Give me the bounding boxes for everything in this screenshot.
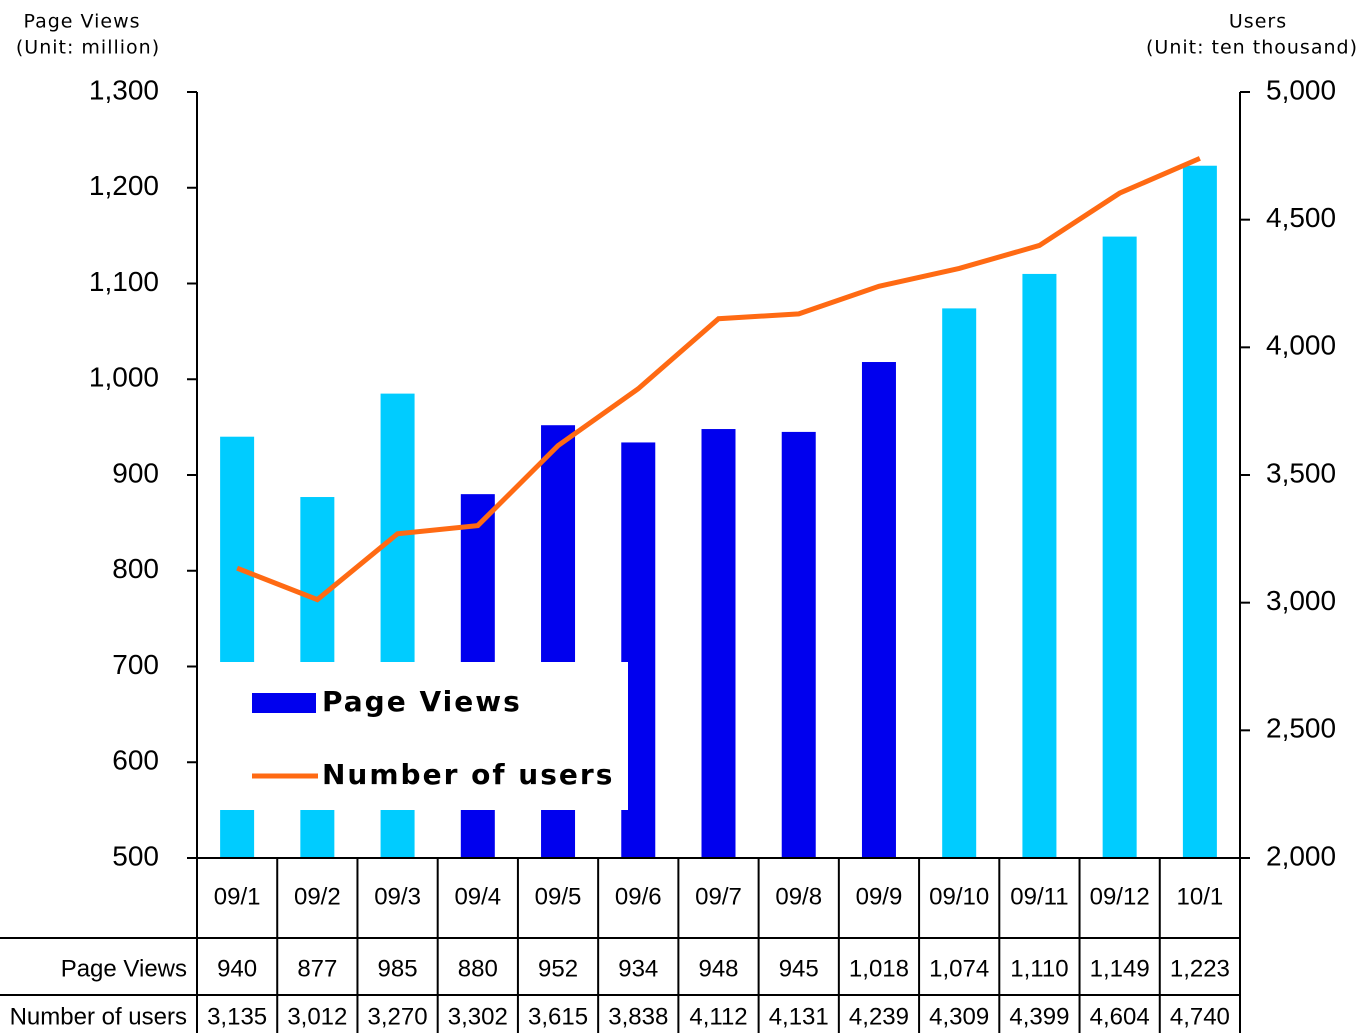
x-tick-label: 09/11 (1010, 883, 1068, 910)
data-label: 877 (297, 955, 337, 982)
data-label: 940 (217, 955, 257, 982)
bar (701, 429, 736, 858)
x-tick-label: 09/10 (929, 883, 989, 910)
table-row-label: Number of users (10, 1003, 187, 1030)
x-tick-label: 09/3 (374, 883, 421, 910)
y-tick-label: 1,000 (89, 362, 159, 393)
y-tick-label: 1,300 (89, 74, 159, 105)
x-tick-label: 09/6 (615, 883, 662, 910)
x-tick-label: 09/9 (856, 883, 903, 910)
data-label: 4,399 (1009, 1003, 1069, 1030)
x-tick-label: 09/5 (535, 883, 582, 910)
data-label: 1,074 (929, 955, 989, 982)
data-label: 985 (378, 955, 418, 982)
data-label: 4,131 (769, 1003, 829, 1030)
data-label: 1,223 (1170, 955, 1230, 982)
data-label: 880 (458, 955, 498, 982)
y2-tick-label: 2,500 (1266, 713, 1336, 744)
y2-tick-label: 4,500 (1266, 202, 1336, 233)
x-tick-label: 09/12 (1090, 883, 1150, 910)
data-label: 4,604 (1090, 1003, 1150, 1030)
data-label: 4,239 (849, 1003, 909, 1030)
y2-tick-label: 3,500 (1266, 457, 1336, 488)
data-label: 3,838 (608, 1003, 668, 1030)
data-label: 952 (538, 955, 578, 982)
y2-tick-label: 2,000 (1266, 840, 1336, 871)
legend-label: Number of users (322, 758, 614, 791)
y2-axis-title: Users (1229, 11, 1287, 33)
y-tick-label: 1,100 (89, 266, 159, 297)
y-tick-label: 500 (112, 840, 159, 871)
x-tick-label: 09/2 (294, 883, 341, 910)
data-label: 1,149 (1090, 955, 1150, 982)
x-tick-label: 09/8 (775, 883, 822, 910)
y-tick-label: 600 (112, 745, 159, 776)
x-tick-label: 09/7 (695, 883, 742, 910)
y-tick-label: 1,200 (89, 170, 159, 201)
data-label: 3,302 (448, 1003, 508, 1030)
data-label: 3,615 (528, 1003, 588, 1030)
y-axis-title: Page Views (23, 11, 140, 33)
y-tick-label: 900 (112, 457, 159, 488)
data-label: 934 (618, 955, 658, 982)
y-axis-unit: (Unit: million) (16, 37, 160, 59)
legend-swatch (252, 693, 316, 713)
y2-tick-label: 4,000 (1266, 330, 1336, 361)
x-tick-label: 09/4 (454, 883, 501, 910)
line (236, 156, 1201, 603)
x-tick-label: 09/1 (214, 883, 261, 910)
bar (1022, 273, 1057, 858)
y2-tick-label: 3,000 (1266, 585, 1336, 616)
data-label: 3,270 (368, 1003, 428, 1030)
data-label: 945 (779, 955, 819, 982)
data-label: 1,018 (849, 955, 909, 982)
data-label: 4,112 (689, 1003, 747, 1030)
data-label: 1,110 (1010, 955, 1068, 982)
bar (1182, 165, 1217, 859)
legend-label: Page Views (322, 685, 522, 718)
y-tick-label: 700 (112, 649, 159, 680)
y2-tick-label: 5,000 (1266, 74, 1336, 105)
table-row-label: Page Views (61, 955, 187, 982)
data-label: 3,135 (207, 1003, 267, 1030)
bar (861, 362, 896, 858)
data-label: 948 (698, 955, 738, 982)
legend-box (200, 662, 628, 810)
x-tick-label: 10/1 (1177, 883, 1224, 910)
data-label: 4,309 (929, 1003, 989, 1030)
data-label: 3,012 (287, 1003, 347, 1030)
y-tick-label: 800 (112, 553, 159, 584)
data-label: 4,740 (1170, 1003, 1230, 1030)
bar (942, 308, 977, 858)
y2-axis-unit: (Unit: ten thousand) (1146, 37, 1358, 59)
bar (781, 431, 816, 858)
bar (1102, 236, 1137, 858)
